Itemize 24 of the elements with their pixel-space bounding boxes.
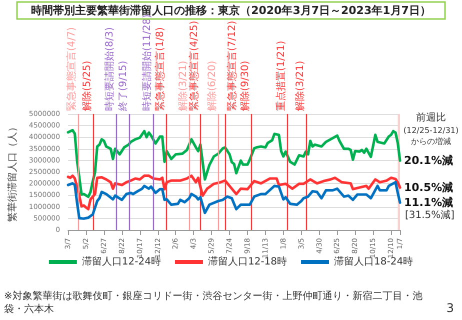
text: 前週比 xyxy=(416,112,446,124)
ref-line-label: 緊急事態宣言(4/7) xyxy=(66,27,78,111)
ref-line-label: 緊急事態宣言(7/12) xyxy=(226,20,238,111)
ref-line-label: 解除(5/25) xyxy=(80,60,93,111)
text: (12/25-12/31) からの増減 xyxy=(403,126,459,146)
annotation: 10.5%減 xyxy=(404,181,454,194)
ref-line-label: 時短要請開始(8/3) xyxy=(103,27,116,111)
ref-line-label: 終了(9/15) xyxy=(117,60,130,112)
annotation: 20.1%減 xyxy=(404,154,454,168)
y-axis-title: 繁華街滞留人口（人） xyxy=(6,122,18,222)
ref-line-label: 緊急事態宣言(1/8) xyxy=(154,27,166,111)
ref-line-label: 重点措置(1/21) xyxy=(275,40,288,111)
ref-line-label: 解除(6/20) xyxy=(206,60,218,111)
ref-line-label: 解除(3/21) xyxy=(294,60,306,111)
line-series xyxy=(66,128,402,198)
line-series xyxy=(66,180,402,220)
chart-title: 時間帯別主要繁華街滞留人口の推移：東京（2020年3月7日～2023年1月7日） xyxy=(31,4,431,17)
text: ※対象繁華街は歌舞伎町・銀座コリドー街・渋谷センター街・上野仲町通り・新宿二丁目・池袋・六本木 xyxy=(4,290,422,315)
text: [31.5%減] xyxy=(405,209,455,222)
text: 3 xyxy=(446,301,454,315)
ref-line-label: 解除(9/30) xyxy=(238,60,251,111)
ref-line-label: 緊急事態宣言(4/25) xyxy=(188,20,200,111)
annotation: 11.1%減 xyxy=(404,196,454,210)
ref-line-label: 解除(3/21) xyxy=(177,60,190,111)
